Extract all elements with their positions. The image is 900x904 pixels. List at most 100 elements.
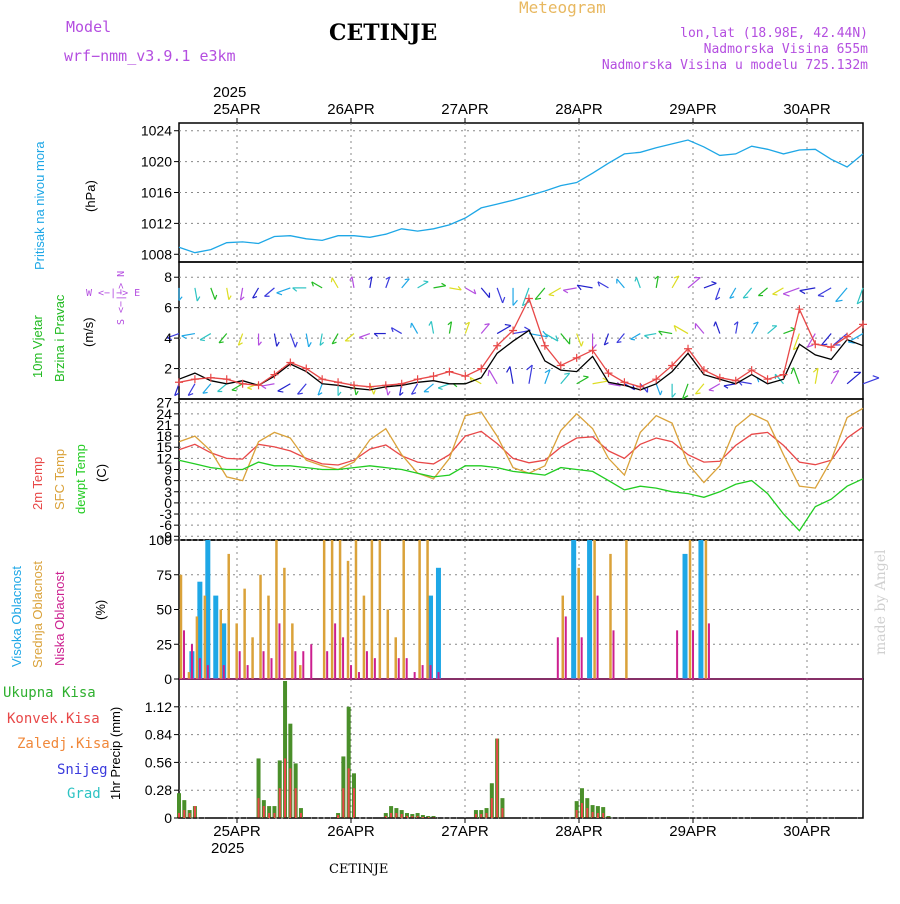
- cloud-mid-bar: [299, 665, 302, 679]
- precip-convective-bar: [258, 798, 260, 818]
- top-date-label: 27APR: [441, 101, 489, 118]
- wind-gust-marker: [589, 346, 597, 354]
- cloud-low-bar: [358, 672, 360, 679]
- wind-arrow: [402, 279, 410, 288]
- cloud-mid-bar: [227, 554, 230, 679]
- wind-arrow: [704, 283, 716, 288]
- model-name: wrf−nmm_v3.9.1 e3km: [64, 47, 236, 65]
- wind-arrow-head: [277, 342, 280, 346]
- wind-gust-marker: [207, 374, 215, 382]
- cloud-mid-bar: [347, 561, 350, 679]
- precip-convective-bar: [342, 788, 344, 818]
- wind-arrow-head: [232, 390, 237, 391]
- wind-arrow: [182, 334, 195, 336]
- cloud-mid-bar: [402, 540, 405, 679]
- wind-arrow-head: [714, 322, 716, 327]
- wind-arrow: [290, 334, 295, 348]
- cloud-low-bar: [326, 651, 328, 679]
- wind-gust-marker: [191, 375, 199, 383]
- precip-convective-bar: [576, 810, 578, 818]
- wind-arrow: [577, 377, 589, 384]
- wind-arrow-head: [278, 391, 284, 392]
- cloud-low-bar: [350, 665, 352, 679]
- cloud-label-high: Visoka Oblacnost: [9, 566, 24, 667]
- precip-convective-bar: [602, 813, 604, 818]
- wind-arrow: [359, 334, 370, 338]
- y-tick-label: 25: [156, 636, 172, 652]
- bottom-date-label: 30APR: [783, 823, 831, 840]
- wind-arrow: [800, 288, 816, 291]
- precip-convective-bar: [178, 813, 180, 818]
- model-elevation: Nadmorska Visina u modelu 725.132m: [602, 58, 868, 73]
- wind-gust-marker: [382, 381, 390, 389]
- cloud-mid-bar: [363, 596, 366, 679]
- wind-gust-marker: [748, 366, 756, 374]
- cloud-low-bar: [247, 665, 249, 679]
- cloud-mid-bar: [339, 540, 342, 679]
- precip-convective-bar: [581, 803, 583, 818]
- cloud-mid-bar: [562, 596, 565, 679]
- precip-convective-bar: [273, 813, 275, 818]
- wind-arrow: [481, 288, 489, 298]
- wind-arrow: [833, 334, 847, 345]
- wind-arrow-head: [374, 390, 375, 394]
- cloud-low-bar: [294, 651, 296, 679]
- precip-convective-bar: [401, 814, 403, 818]
- top-date-label: 28APR: [555, 101, 603, 118]
- wind-arrow: [743, 288, 751, 298]
- wind-arrow-head: [203, 392, 208, 393]
- wind-arrow: [352, 277, 354, 288]
- bottom-date-label: 27APR: [441, 823, 489, 840]
- wind-arrow-head: [262, 386, 266, 389]
- wind-arrow: [431, 321, 433, 333]
- wind-arrow-head: [724, 386, 728, 388]
- wind-arrow: [262, 384, 275, 386]
- wind-arrow-head: [549, 295, 554, 296]
- cloud-mid-bar: [426, 540, 429, 679]
- wind-arrow: [278, 384, 291, 391]
- wind-unit: (m/s): [81, 317, 96, 347]
- wind-arrow: [195, 288, 197, 301]
- cloud-low-bar: [422, 665, 424, 679]
- cloud-low-bar: [692, 630, 694, 679]
- wind-arrow: [847, 372, 861, 383]
- wind-arrow-head: [617, 342, 622, 343]
- y-tick-label: 50: [156, 602, 172, 618]
- precip-convective-bar: [486, 813, 488, 818]
- wind-arrow: [644, 334, 656, 336]
- y-tick-label: 0.84: [145, 727, 172, 743]
- station-elevation: Nadmorska Visina 655m: [704, 42, 868, 57]
- precip-convective-bar: [353, 788, 355, 818]
- wind-arrow-head: [200, 340, 205, 341]
- wind-arrow-head: [331, 278, 332, 283]
- cloud-low-bar: [342, 637, 344, 679]
- cloud-mid-bar: [418, 540, 421, 679]
- temp-label-dew: dewpt Temp: [73, 444, 88, 514]
- wind-gust-marker: [430, 372, 438, 380]
- cloud-mid-bar: [291, 623, 294, 679]
- cloud-mid-bar: [188, 672, 191, 679]
- wind-arrow: [768, 326, 777, 334]
- wind-label-2: Brzina i Pravac: [52, 295, 67, 382]
- wind-arrow-head: [660, 391, 662, 395]
- wind-gust-marker: [573, 354, 581, 362]
- wind-arrow-head: [635, 277, 636, 281]
- wind-arrow: [203, 384, 211, 393]
- wind-arrow-head: [405, 279, 410, 280]
- wind-arrow-head: [488, 370, 489, 376]
- wind-arrow: [695, 384, 703, 394]
- wind-arrow-head: [818, 295, 824, 296]
- wind-arrow-head: [800, 291, 805, 294]
- cloud-high-bar: [213, 596, 218, 679]
- wind-arrow-head: [295, 342, 297, 347]
- panel-frame-wind: [179, 262, 863, 399]
- wind-arrow: [821, 334, 831, 346]
- pressure-line: [179, 140, 863, 253]
- watermark: made by Angel: [873, 550, 889, 656]
- wind-arrow-head: [277, 293, 282, 295]
- cloud-mid-bar: [323, 540, 326, 679]
- wind-gust-marker: [302, 365, 310, 373]
- cloud-mid-bar: [593, 540, 596, 679]
- wind-arrow-head: [644, 336, 648, 338]
- wind-gust-marker: [175, 378, 183, 386]
